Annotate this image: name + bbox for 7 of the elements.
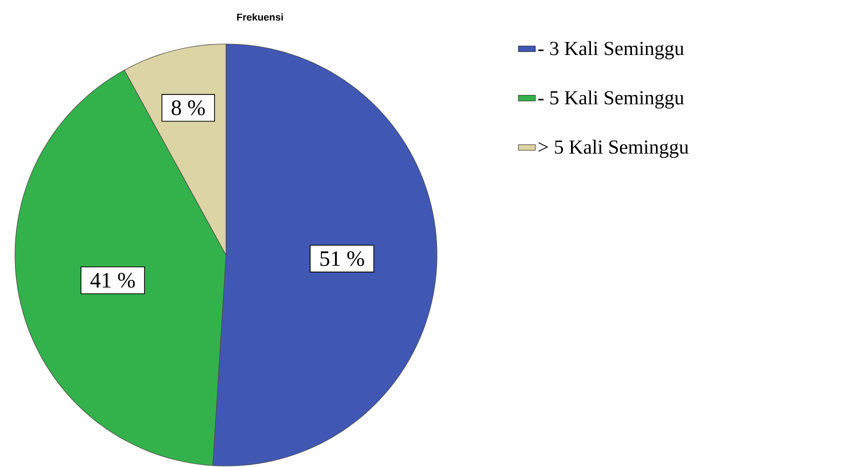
chart-title: Frekuensi (237, 13, 283, 21)
legend-label: > 5 Kali Seminggu (538, 140, 689, 158)
legend-label: - 3 Kali Seminggu (538, 41, 684, 60)
data-label: 41 % (90, 272, 135, 288)
legend-label: - 5 Kali Seminggu (538, 90, 684, 109)
data-label: 51 % (320, 251, 364, 266)
data-label: 8 % (172, 100, 205, 116)
